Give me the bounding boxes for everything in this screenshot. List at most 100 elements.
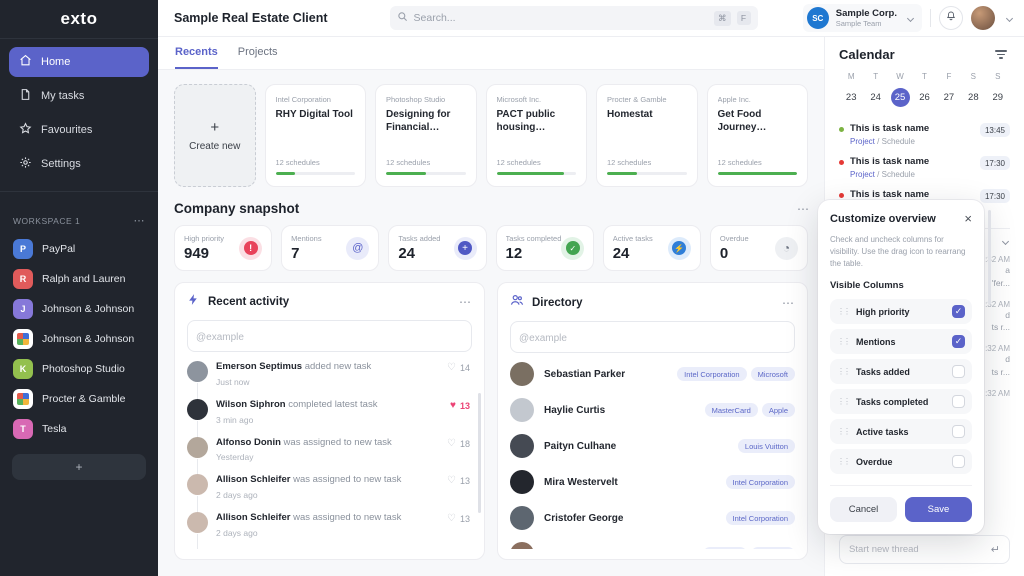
task-project-link[interactable]: Project [850,170,875,179]
like-button[interactable]: ♡ 13 [447,474,470,500]
directory-item[interactable]: Mira Westervelt Intel Corporation [510,464,795,500]
stat-label: Active tasks [612,234,653,243]
tab-bar: Recents Projects [158,37,824,70]
activity-action: was assigned to new task [293,474,402,486]
add-workspace-button[interactable]: + [12,454,146,480]
new-thread-field[interactable]: ↵ [839,535,1010,564]
directory-item[interactable]: Paityn Bator NintendoMicrosoft [510,536,795,549]
column-checkbox[interactable] [952,455,965,468]
snapshot-menu-icon[interactable]: ⋯ [797,201,810,216]
new-thread-input[interactable] [849,544,985,555]
directory-item[interactable]: Sebastian Parker Intel Corporation Micros… [510,356,795,392]
filter-icon[interactable] [992,47,1010,62]
drag-handle-icon[interactable]: ⋮⋮ [837,456,851,466]
calendar-date[interactable]: 26 [919,92,930,103]
directory-mention-field[interactable] [510,321,795,353]
weekday-label: T [873,72,879,81]
sidebar-item-favourites[interactable]: Favourites [9,115,149,145]
like-button[interactable]: ♡ 14 [447,361,470,387]
calendar-date[interactable]: 25 [890,88,910,107]
calendar-task[interactable]: This is task name Project / Schedule 17:… [839,148,1010,181]
org-team: Sample Team [835,19,882,29]
chevron-down-icon[interactable] [1001,237,1010,246]
workspace-label: WORKSPACE 1 [13,215,81,226]
workspace-logo-icon: P [13,239,33,259]
directory-mention-input[interactable] [519,333,786,344]
calendar-task[interactable]: This is task name Project / Schedule 13:… [839,115,1010,148]
task-status-dot [839,193,844,198]
workspace-item[interactable]: R Ralph and Lauren [0,264,158,294]
activity-mention-field[interactable] [187,320,472,352]
notifications-button[interactable] [939,6,963,30]
project-card[interactable]: Intel Corporation RHY Digital Tool 12 sc… [264,84,366,187]
search-input[interactable] [413,12,709,24]
sidebar-item-settings[interactable]: Settings [9,149,149,179]
activity-mention-input[interactable] [196,332,463,343]
scrollbar[interactable] [478,393,481,513]
sidebar-item-my-tasks[interactable]: My tasks [9,81,149,111]
column-list: ⋮⋮ High priority ⋮⋮ Mentions ⋮⋮ Tasks ad… [830,299,972,474]
workspace-item[interactable]: K Photoshop Studio [0,354,158,384]
column-checkbox[interactable] [952,425,965,438]
like-button[interactable]: ♡ 13 [447,512,470,538]
chevron-down-icon[interactable] [1005,14,1014,22]
column-checkbox[interactable] [952,365,965,378]
directory-item[interactable]: Haylie Curtis MasterCard Apple [510,392,795,428]
org-avatar: SC [806,7,829,29]
company-tag: Intel Corporation [677,367,747,381]
column-row: ⋮⋮ Tasks completed [830,389,972,414]
calendar-date[interactable]: 28 [968,92,979,103]
drag-handle-icon[interactable]: ⋮⋮ [837,396,851,406]
calendar-date[interactable]: 27 [943,92,955,103]
search-icon [397,9,408,27]
recent-activity-menu-icon[interactable]: ⋯ [459,295,472,309]
drag-handle-icon[interactable]: ⋮⋮ [837,336,851,346]
project-card[interactable]: Microsoft Inc. PACT public housing conve… [485,84,587,187]
workspace-item[interactable]: J Johnson & Johnson [0,294,158,324]
task-time-badge: 17:30 [979,189,1010,203]
workspace-item[interactable]: Procter & Gamble [0,384,158,414]
user-avatar[interactable] [971,6,995,30]
tab-projects[interactable]: Projects [237,46,278,58]
column-checkbox[interactable] [952,305,965,318]
column-checkbox[interactable] [952,335,965,348]
directory-item[interactable]: Paityn Culhane Louis Vuitton [510,428,795,464]
drag-handle-icon[interactable]: ⋮⋮ [837,306,851,316]
close-icon[interactable]: × [964,211,972,226]
column-row: ⋮⋮ High priority [830,299,972,324]
search-bar[interactable]: ⌘ F [389,6,758,30]
directory-menu-icon[interactable]: ⋯ [782,295,795,310]
workspace-menu-icon[interactable]: ⋯ [133,215,145,227]
tab-recents[interactable]: Recents [175,46,218,69]
column-checkbox[interactable] [952,395,965,408]
task-project-link[interactable]: Project [850,137,875,146]
calendar-date[interactable]: 24 [870,92,881,103]
create-new-label: Create new [189,141,241,152]
progress-bar [275,172,355,175]
like-button[interactable]: ♡ 18 [447,437,470,463]
create-new-card[interactable]: + Create new [174,84,256,187]
sidebar-item-home[interactable]: Home [9,47,149,77]
calendar-date[interactable]: 29 [992,92,1004,103]
thread-item: 10:32 AM d ts r... [839,295,1010,340]
project-card[interactable]: Apple Inc. Get Food Journey Mapping Work… [706,84,808,187]
org-switcher[interactable]: SC Sample Corp. Sample Team [802,4,922,32]
save-button[interactable]: Save [905,497,972,522]
workspace-item[interactable]: T Tesla [0,414,158,444]
cancel-button[interactable]: Cancel [830,497,897,522]
workspace-item[interactable]: Johnson & Johnson [0,324,158,354]
column-label: Overdue [856,456,893,467]
drag-handle-icon[interactable]: ⋮⋮ [837,426,851,436]
scrollbar[interactable] [988,210,991,305]
directory-title: Directory [532,296,583,309]
calendar-date[interactable]: 23 [845,92,857,103]
workspace-item[interactable]: P PayPal [0,234,158,264]
workspace-initial: P [19,244,26,254]
activity-feed: Emerson Septimus added new task Just now… [187,355,472,549]
like-button[interactable]: ♥ 13 [450,399,470,425]
project-card[interactable]: Procter & Gamble Homestat 12 schedules [596,84,698,187]
drag-handle-icon[interactable]: ⋮⋮ [837,366,851,376]
directory-item[interactable]: Cristofer George Intel Corporation [510,500,795,536]
project-card[interactable]: Photoshop Studio Designing for Financial… [375,84,477,187]
stat-icon: ◔ [775,236,799,260]
